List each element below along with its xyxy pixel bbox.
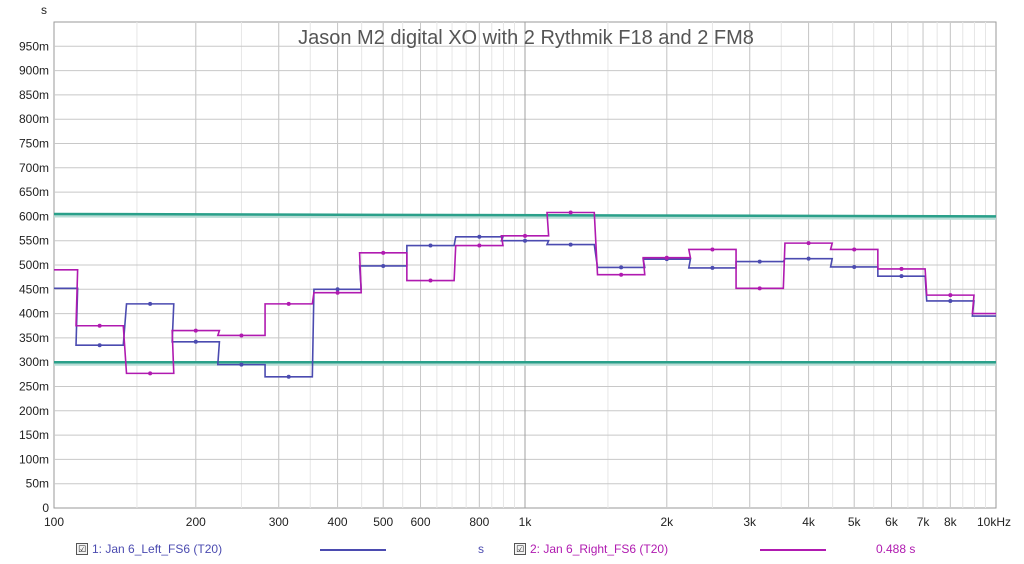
series-point-2: [852, 247, 857, 252]
legend-checkbox-right[interactable]: ☑: [514, 543, 526, 555]
series-point-1: [523, 238, 527, 243]
series-point-1: [286, 374, 291, 379]
series-point-2: [948, 293, 953, 298]
x-tick-label: 7k: [917, 515, 931, 529]
legend-value-right: 0.488 s: [876, 542, 916, 556]
series-point-2: [239, 333, 244, 338]
series-point-2: [148, 371, 153, 376]
series-point-1: [148, 301, 153, 306]
series-point-2: [664, 255, 669, 260]
legend: ☑ 1: Jan 6_Left_FS6 (T20) s ☑ 2: Jan 6_R…: [0, 540, 1024, 562]
legend-swatch-left: [320, 549, 386, 551]
legend-label-right: 2: Jan 6_Right_FS6 (T20): [530, 542, 669, 556]
y-tick-label: 950m: [19, 39, 49, 53]
series-point-2: [381, 250, 386, 255]
y-tick-label: 200m: [19, 404, 49, 418]
x-tick-label: 600: [410, 515, 430, 529]
x-tick-label: 5k: [848, 515, 862, 529]
series-point-2: [428, 278, 433, 283]
legend-item-left[interactable]: ☑ 1: Jan 6_Left_FS6 (T20): [76, 542, 222, 556]
series-point-1: [193, 339, 198, 344]
series-point-1: [948, 298, 953, 303]
series-point-1: [568, 242, 573, 247]
series-point-1: [806, 256, 811, 261]
x-tick-label: 2k: [660, 515, 674, 529]
series-point-2: [286, 301, 291, 306]
series-point-1: [852, 264, 857, 269]
series-point-1: [428, 243, 433, 248]
rt60-chart: 0 50m 100m 150m 200m 250m 300m 350m 400m 450m 500m…: [19, 3, 1011, 529]
series-point-1: [239, 362, 244, 367]
x-tick-label: 10kHz: [977, 515, 1011, 529]
series-point-2: [757, 286, 762, 291]
series-point-1: [710, 265, 715, 270]
y-tick-label: 550m: [19, 234, 49, 248]
x-tick-label: 500: [373, 515, 393, 529]
x-tick-label: 400: [328, 515, 348, 529]
x-tick-label: 200: [186, 515, 206, 529]
series-point-1: [335, 287, 340, 292]
y-axis-label: s: [41, 3, 47, 17]
series-point-1: [757, 259, 762, 264]
y-axis-ticks: 0 50m 100m 150m 200m 250m 300m 350m 400m 450m 500m…: [19, 39, 49, 515]
x-tick-label: 300: [269, 515, 289, 529]
y-tick-label: 500m: [19, 258, 49, 272]
legend-swatch-right: [760, 549, 826, 551]
series-point-2: [335, 290, 340, 295]
series-point-2: [523, 233, 527, 238]
y-tick-label: 900m: [19, 64, 49, 78]
x-tick-label: 4k: [802, 515, 816, 529]
series-point-2: [193, 328, 198, 333]
y-tick-label: 600m: [19, 209, 49, 223]
series-point-1: [619, 265, 624, 270]
legend-value-left: s: [478, 542, 484, 556]
x-tick-label: 8k: [944, 515, 958, 529]
x-tick-label: 6k: [885, 515, 899, 529]
y-tick-label: 300m: [19, 355, 49, 369]
y-tick-label: 650m: [19, 185, 49, 199]
y-tick-label: 150m: [19, 428, 49, 442]
y-tick-label: 0: [42, 501, 49, 515]
series-point-1: [381, 263, 386, 268]
series-point-2: [710, 247, 715, 252]
series-point-2: [899, 266, 904, 271]
x-tick-label: 100: [44, 515, 64, 529]
y-tick-label: 700m: [19, 161, 49, 175]
grid-major: [54, 22, 996, 508]
series-point-2: [619, 272, 624, 277]
x-tick-label: 3k: [743, 515, 757, 529]
y-tick-label: 50m: [26, 477, 49, 491]
y-tick-label: 850m: [19, 88, 49, 102]
chart-title: Jason M2 digital XO with 2 Rythmik F18 a…: [298, 27, 754, 49]
x-tick-label: 1k: [519, 515, 533, 529]
series-point-2: [97, 323, 102, 328]
series-point-1: [477, 234, 482, 239]
series-point-2: [477, 243, 482, 248]
legend-item-right[interactable]: ☑ 2: Jan 6_Right_FS6 (T20): [514, 542, 668, 556]
y-tick-label: 800m: [19, 112, 49, 126]
legend-label-left: 1: Jan 6_Left_FS6 (T20): [92, 542, 223, 556]
x-axis-ticks: 100 200 300 400 500 600 800 1k 2k 3k 4k 5k 6k 7k 8k 10k…: [44, 515, 1011, 529]
reference-line: [53, 212, 997, 218]
series-point-2: [806, 241, 811, 246]
y-tick-label: 250m: [19, 380, 49, 394]
reference-line-shadow: [53, 214, 997, 220]
reference-lines: [53, 212, 997, 366]
series-group: [54, 210, 996, 379]
y-tick-label: 100m: [19, 452, 49, 466]
series-point-2: [568, 210, 573, 215]
y-tick-label: 400m: [19, 307, 49, 321]
y-tick-label: 350m: [19, 331, 49, 345]
x-tick-label: 800: [469, 515, 489, 529]
legend-checkbox-left[interactable]: ☑: [76, 543, 88, 555]
y-tick-label: 750m: [19, 137, 49, 151]
series-point-1: [97, 343, 102, 348]
series-point-1: [899, 274, 904, 279]
y-tick-label: 450m: [19, 282, 49, 296]
